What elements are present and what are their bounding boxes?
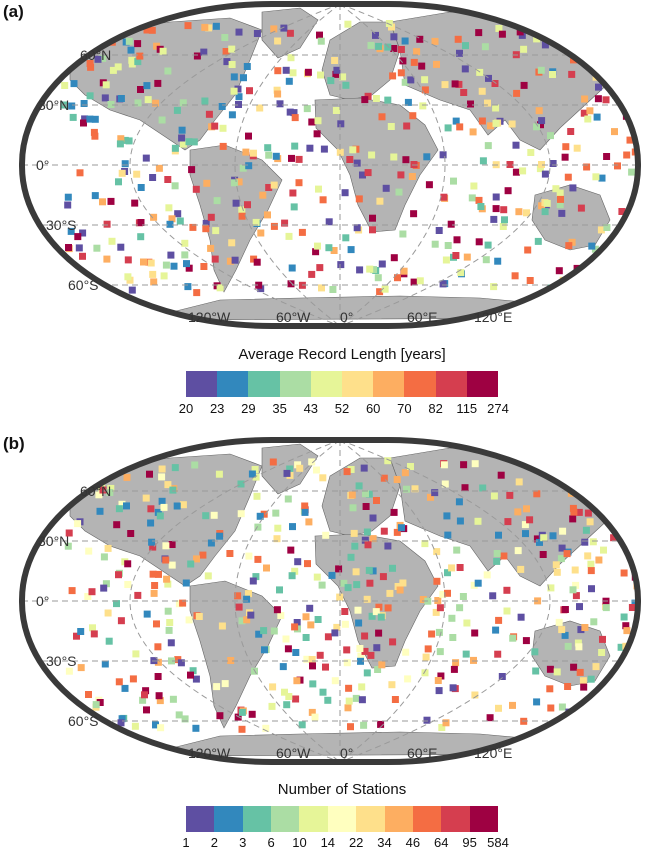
colorbar-swatch — [214, 806, 243, 832]
land-north-america — [69, 453, 263, 587]
colorbar-tick-label: 43 — [303, 401, 319, 416]
land-south-america — [189, 580, 283, 729]
lon-label: 60°E — [407, 745, 438, 761]
lon-label: 120°W — [188, 309, 231, 325]
lat-label: 60°N — [80, 483, 111, 499]
lat-label: 60°N — [80, 47, 111, 63]
colorbar-tick-label: 115 — [456, 401, 478, 416]
lat-label: 30°S — [46, 653, 77, 669]
colorbar-b-ticks: 1 2 3 6 10 14 22 34 46 64 95 584 — [182, 835, 508, 855]
panel-b-label: (b) — [3, 434, 25, 453]
colorbar-swatch — [412, 806, 442, 832]
map-panel-a: 60°N 30°N 0° 30°S 60°S 120°W 60°W 0° 60°E 120°E — [19, 1, 641, 329]
colorbar-tick-label: 14 — [320, 835, 336, 850]
colorbar-tick-label: 1 — [182, 835, 190, 850]
colorbar-tick-label: 10 — [292, 835, 307, 850]
colorbar-tick-label: 274 — [487, 401, 509, 416]
land-north-america — [69, 17, 263, 151]
colorbar-a-title: Average Record Length [years] — [238, 346, 446, 363]
colorbar-swatch — [356, 806, 385, 832]
colorbar-tick-label: 20 — [178, 401, 194, 416]
lat-label: 30°N — [38, 97, 69, 113]
colorbar-tick-label: 64 — [434, 835, 449, 850]
colorbar-swatch — [310, 371, 342, 397]
colorbar-tick-label: 95 — [462, 835, 477, 850]
colorbar-tick-label: 584 — [487, 835, 509, 850]
panel-a-label: (a) — [3, 2, 24, 21]
colorbar-swatch — [469, 806, 498, 832]
colorbar-a: Average Record Length [years] 20 23 29 35 43… — [179, 346, 509, 416]
colorbar-swatch — [248, 371, 280, 397]
colorbar-tick-label: 82 — [428, 401, 443, 416]
colorbar-swatch — [279, 371, 311, 397]
lon-label: 0° — [340, 309, 353, 325]
lon-label: 0° — [340, 745, 353, 761]
colorbar-swatch — [435, 371, 467, 397]
colorbar-tick-label: 70 — [397, 401, 412, 416]
lon-label: 120°W — [188, 745, 231, 761]
colorbar-tick-label: 34 — [377, 835, 392, 850]
colorbar-swatch — [341, 371, 374, 397]
colorbar-tick-label: 52 — [334, 401, 350, 416]
lat-label: 60°S — [68, 713, 99, 729]
colorbar-swatch — [327, 806, 357, 832]
colorbar-b-title: Number of Stations — [277, 781, 407, 798]
colorbar-swatch — [441, 806, 470, 832]
colorbar-swatch — [384, 806, 413, 832]
colorbar-tick-label: 35 — [272, 401, 287, 416]
colorbar-swatch — [373, 371, 405, 397]
colorbar-swatch — [271, 806, 300, 832]
lon-label: 60°W — [276, 745, 311, 761]
colorbar-a-ticks: 20 23 29 35 43 52 60 70 82 115 274 — [179, 401, 509, 421]
colorbar-swatch — [186, 371, 218, 397]
colorbar-tick-label: 29 — [241, 401, 256, 416]
colorbar-swatch — [186, 806, 215, 832]
colorbar-swatch — [217, 371, 249, 397]
lon-label: 120°E — [474, 745, 512, 761]
colorbar-swatch — [299, 806, 328, 832]
colorbar-tick-label: 6 — [267, 835, 275, 850]
land-south-america — [189, 144, 283, 293]
lat-label: 60°S — [68, 277, 99, 293]
lon-label: 120°E — [474, 309, 512, 325]
colorbar-swatch — [242, 806, 272, 832]
colorbar-b: Number of Stations 1 2 3 6 10 14 22 34 46 64 95 584 — [182, 781, 508, 851]
station-cells — [64, 457, 638, 733]
colorbar-tick-label: 46 — [405, 835, 421, 850]
lat-label: 30°S — [46, 217, 77, 233]
colorbar-tick-label: 22 — [348, 835, 364, 850]
lon-label: 60°E — [407, 309, 438, 325]
map-panel-b: 60°N 30°N 0° 30°S 60°S 120°W 60°W 0° 60°E 120°E — [19, 437, 641, 765]
lat-label: 30°N — [38, 533, 69, 549]
lat-label: 0° — [36, 593, 49, 609]
colorbar-tick-label: 23 — [209, 401, 225, 416]
lat-label: 0° — [36, 157, 49, 173]
colorbar-tick-label: 2 — [210, 835, 218, 850]
colorbar-tick-label: 3 — [239, 835, 247, 850]
lon-label: 60°W — [276, 309, 311, 325]
colorbar-a-swatches — [186, 371, 498, 397]
colorbar-b-swatches — [186, 806, 498, 832]
colorbar-swatch — [404, 371, 436, 397]
colorbar-swatch — [466, 371, 498, 397]
colorbar-tick-label: 60 — [365, 401, 381, 416]
land-europe — [321, 21, 401, 101]
land-europe — [321, 457, 401, 537]
